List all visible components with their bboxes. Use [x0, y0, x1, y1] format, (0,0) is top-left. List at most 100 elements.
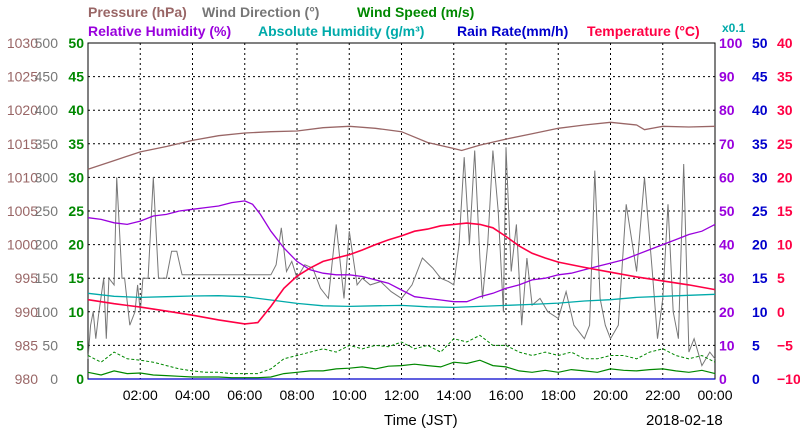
tick-label-rain-rate: 40	[752, 102, 768, 118]
legend-wind-direction: Wind Direction (°)	[202, 4, 319, 20]
tick-label-wind-direction: 500	[35, 35, 59, 51]
tick-label-pressure: 1000	[7, 237, 38, 253]
tick-label-humidity: 90	[719, 69, 735, 85]
x-tick-label: 12:00	[384, 387, 419, 403]
tick-label-pressure: 1025	[7, 69, 38, 85]
tick-label-wind-speed: 45	[68, 69, 84, 85]
tick-label-temperature: 20	[777, 169, 793, 185]
x-tick-label: 20:00	[593, 387, 628, 403]
tick-label-wind-direction: 300	[35, 169, 59, 185]
tick-label-pressure: 1005	[7, 203, 38, 219]
tick-label-wind-direction: 200	[35, 237, 59, 253]
tick-label-temperature: 35	[777, 69, 793, 85]
legend-wind-speed: Wind Speed (m/s)	[357, 4, 474, 20]
tick-label-rain-rate: 25	[752, 203, 768, 219]
tick-label-pressure: 1010	[7, 169, 38, 185]
tick-label-rain-rate: 50	[752, 35, 768, 51]
tick-label-wind-direction: 250	[35, 203, 59, 219]
tick-label-temperature: 10	[777, 237, 793, 253]
legend-rain-rate: Rain Rate(mm/h)	[457, 23, 568, 39]
tick-label-wind-direction: 0	[50, 371, 58, 387]
legend-temperature: Temperature (°C)	[587, 23, 700, 39]
tick-label-pressure: 1015	[7, 136, 38, 152]
x-tick-label: 18:00	[541, 387, 576, 403]
tick-label-wind-direction: 100	[35, 304, 59, 320]
tick-label-rain-rate: 20	[752, 237, 768, 253]
tick-label-wind-direction: 350	[35, 136, 59, 152]
tick-label-humidity: 30	[719, 270, 735, 286]
tick-label-temperature: −5	[777, 337, 793, 353]
tick-label-humidity: 40	[719, 237, 735, 253]
tick-label-rain-rate: 45	[752, 69, 768, 85]
tick-label-pressure: 990	[15, 304, 39, 320]
tick-label-rain-rate: 35	[752, 136, 768, 152]
series-abs-humidity	[87, 292, 716, 309]
tick-label-pressure: 995	[15, 270, 39, 286]
tick-label-temperature: 40	[777, 35, 793, 51]
legend-scale-note: x0.1	[722, 21, 746, 35]
tick-label-wind-speed: 0	[76, 371, 84, 387]
x-tick-label: 02:00	[123, 387, 158, 403]
legend-absolute-humidity: Absolute Humidity (g/m³)	[258, 23, 424, 39]
tick-label-temperature: 5	[777, 270, 785, 286]
tick-label-humidity: 100	[719, 35, 743, 51]
x-axis: 02:00 04:00 06:00 08:00 10:00 12:00 14:00 16:00…	[123, 387, 733, 403]
x-tick-label: 04:00	[175, 387, 210, 403]
tick-label-temperature: 15	[777, 203, 793, 219]
tick-label-wind-speed: 10	[68, 304, 84, 320]
tick-label-humidity: 70	[719, 136, 735, 152]
tick-label-rain-rate: 0	[752, 371, 760, 387]
tick-label-wind-direction: 450	[35, 69, 59, 85]
x-tick-label: 22:00	[645, 387, 680, 403]
left-axes: 1030102510201015101010051000995990985980…	[7, 35, 84, 387]
x-tick-label: 00:00	[697, 387, 732, 403]
tick-label-wind-speed: 20	[68, 237, 84, 253]
series-layer	[87, 121, 716, 380]
series-rel-humidity	[87, 200, 716, 303]
tick-label-wind-direction: 150	[35, 270, 59, 286]
tick-label-wind-speed: 15	[68, 270, 84, 286]
tick-label-wind-speed: 40	[68, 102, 84, 118]
x-axis-label: Time (JST)	[384, 412, 458, 429]
tick-label-rain-rate: 5	[752, 337, 760, 353]
tick-label-wind-direction: 400	[35, 102, 59, 118]
tick-label-wind-speed: 25	[68, 203, 84, 219]
tick-label-temperature: 30	[777, 102, 793, 118]
x-tick-label: 10:00	[332, 387, 367, 403]
series-wind-direction	[87, 147, 716, 367]
series-wind-gust	[87, 334, 716, 375]
x-tick-label: 06:00	[227, 387, 262, 403]
tick-label-rain-rate: 15	[752, 270, 768, 286]
tick-label-rain-rate: 10	[752, 304, 768, 320]
legend: Pressure (hPa) Wind Direction (°) Wind S…	[88, 4, 746, 39]
x-tick-label: 08:00	[279, 387, 314, 403]
tick-label-wind-direction: 50	[42, 337, 58, 353]
right-axes: 1009080706050403020100504540353025201510…	[719, 35, 800, 387]
tick-label-rain-rate: 30	[752, 169, 768, 185]
tick-label-pressure: 1020	[7, 102, 38, 118]
series-wind-speed	[87, 359, 716, 379]
tick-label-temperature: 0	[777, 304, 785, 320]
x-tick-label: 14:00	[436, 387, 471, 403]
tick-label-humidity: 50	[719, 203, 735, 219]
tick-label-humidity: 80	[719, 102, 735, 118]
tick-label-temperature: −10	[777, 371, 800, 387]
tick-label-wind-speed: 50	[68, 35, 84, 51]
tick-label-wind-speed: 5	[76, 337, 84, 353]
tick-label-humidity: 0	[719, 371, 727, 387]
tick-label-temperature: 25	[777, 136, 793, 152]
series-pressure	[87, 121, 716, 170]
tick-label-humidity: 20	[719, 304, 735, 320]
x-tick-label: 16:00	[488, 387, 523, 403]
date-label: 2018-02-18	[646, 412, 723, 429]
tick-label-pressure: 985	[15, 337, 39, 353]
legend-relative-humidity: Relative Humidity (%)	[88, 23, 231, 39]
series-temperature	[87, 222, 716, 325]
tick-label-humidity: 10	[719, 337, 735, 353]
tick-label-pressure: 980	[15, 371, 39, 387]
tick-label-wind-speed: 30	[68, 169, 84, 185]
tick-label-pressure: 1030	[7, 35, 38, 51]
grid	[88, 43, 715, 379]
legend-pressure: Pressure (hPa)	[88, 4, 187, 20]
